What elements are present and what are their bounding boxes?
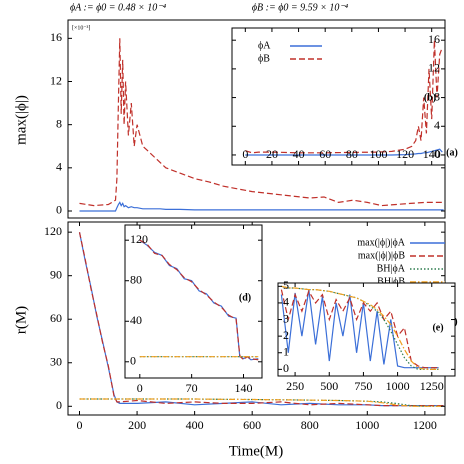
x-tick-label: 0 [242, 147, 248, 161]
plot-area [139, 239, 259, 361]
y-tick-label: 3 [283, 311, 289, 325]
data-line [281, 285, 439, 370]
y-tick-label: 0 [434, 147, 440, 161]
y-tick-label: 4 [56, 160, 62, 174]
panel-label: (e) [432, 322, 443, 333]
header-label: ϕA := ϕ0 = 0.48 × 10⁻⁴ [70, 2, 167, 13]
y-axis-label: max(|ϕ|) [13, 95, 29, 145]
plot-area [79, 38, 444, 212]
x-tick-label: 0 [137, 381, 143, 395]
y-tick-label: 5 [283, 278, 289, 292]
y-tick-label: 16 [50, 30, 62, 44]
y-tick-label: 90 [50, 267, 62, 281]
y-tick-label: 0 [56, 398, 62, 412]
x-tick-label: 80 [346, 147, 358, 161]
data-line [79, 38, 444, 207]
y-tick-label: 120 [44, 224, 62, 238]
x-tick-label: 1200 [413, 418, 437, 432]
plot-area [280, 285, 439, 370]
axes-frame [277, 282, 456, 377]
legend-label: ϕA [258, 40, 271, 51]
multiplier-label: [×10⁻³] [72, 25, 90, 31]
y-tick-label: 0 [130, 354, 136, 368]
y-tick-label: 0 [56, 203, 62, 217]
x-tick-label: 250 [286, 379, 304, 393]
panel-label: (b) [424, 92, 436, 103]
y-tick-label: 12 [50, 73, 62, 87]
x-tick-label: 1000 [355, 418, 379, 432]
y-tick-label: 8 [434, 89, 440, 103]
data-line [78, 232, 444, 407]
data-line [139, 239, 259, 361]
panel-label: (d) [239, 292, 251, 303]
data-line [245, 148, 443, 156]
x-tick-label: 140 [423, 147, 441, 161]
x-tick-label: 60 [319, 147, 331, 161]
x-tick-label: 750 [354, 379, 372, 393]
plot-area [245, 40, 443, 156]
data-line [280, 289, 439, 369]
legend-label: BH|ϕA [377, 263, 406, 274]
axes-frame [124, 224, 263, 379]
x-tick-label: 140 [234, 381, 252, 395]
data-line [79, 398, 444, 407]
legend-label: BH|ϕB [377, 276, 405, 287]
x-tick-label: 1250 [420, 379, 444, 393]
y-tick-label: 8 [56, 116, 62, 130]
y-tick-label: 0 [283, 361, 289, 375]
panel-label: (a) [446, 147, 458, 158]
y-tick-label: 4 [434, 118, 440, 132]
data-line [245, 40, 443, 154]
plot-area [78, 232, 444, 407]
x-tick-label: 120 [396, 147, 414, 161]
y-tick-label: 12 [428, 61, 440, 75]
y-tick-label: 40 [130, 313, 142, 327]
x-tick-label: 1000 [386, 379, 410, 393]
y-tick-label: 30 [50, 355, 62, 369]
x-tick-label: 500 [320, 379, 338, 393]
x-tick-label: 800 [301, 418, 319, 432]
x-tick-label: 40 [293, 147, 305, 161]
x-tick-label: 600 [243, 418, 261, 432]
y-tick-label: 16 [428, 32, 440, 46]
x-axis-label: Time(M) [229, 443, 283, 459]
data-line [280, 289, 439, 369]
legend-label: max(|ϕ|)|ϕA [357, 237, 405, 248]
x-tick-label: 20 [266, 147, 278, 161]
y-tick-label: 60 [50, 311, 62, 325]
inset-background [232, 28, 445, 165]
x-tick-label: 0 [77, 418, 83, 432]
legend-label: max(|ϕ|)|ϕB [358, 250, 405, 261]
y-tick-label: 80 [130, 272, 142, 286]
y-tick-label: 4 [283, 295, 289, 309]
axes-frame [231, 27, 446, 166]
y-axis-label: r(M) [13, 306, 29, 334]
data-line [79, 201, 444, 212]
x-tick-label: 70 [186, 381, 198, 395]
data-line [79, 398, 444, 407]
header-label: ϕB := ϕ0 = 9.59 × 10⁻⁴ [252, 2, 349, 13]
legend-label: ϕB [258, 53, 270, 64]
y-tick-label: 1 [283, 345, 289, 359]
y-tick-label: 2 [283, 328, 289, 342]
y-tick-label: 120 [130, 232, 148, 246]
x-tick-label: 200 [128, 418, 146, 432]
x-tick-label: 400 [186, 418, 204, 432]
x-tick-label: 100 [369, 147, 387, 161]
